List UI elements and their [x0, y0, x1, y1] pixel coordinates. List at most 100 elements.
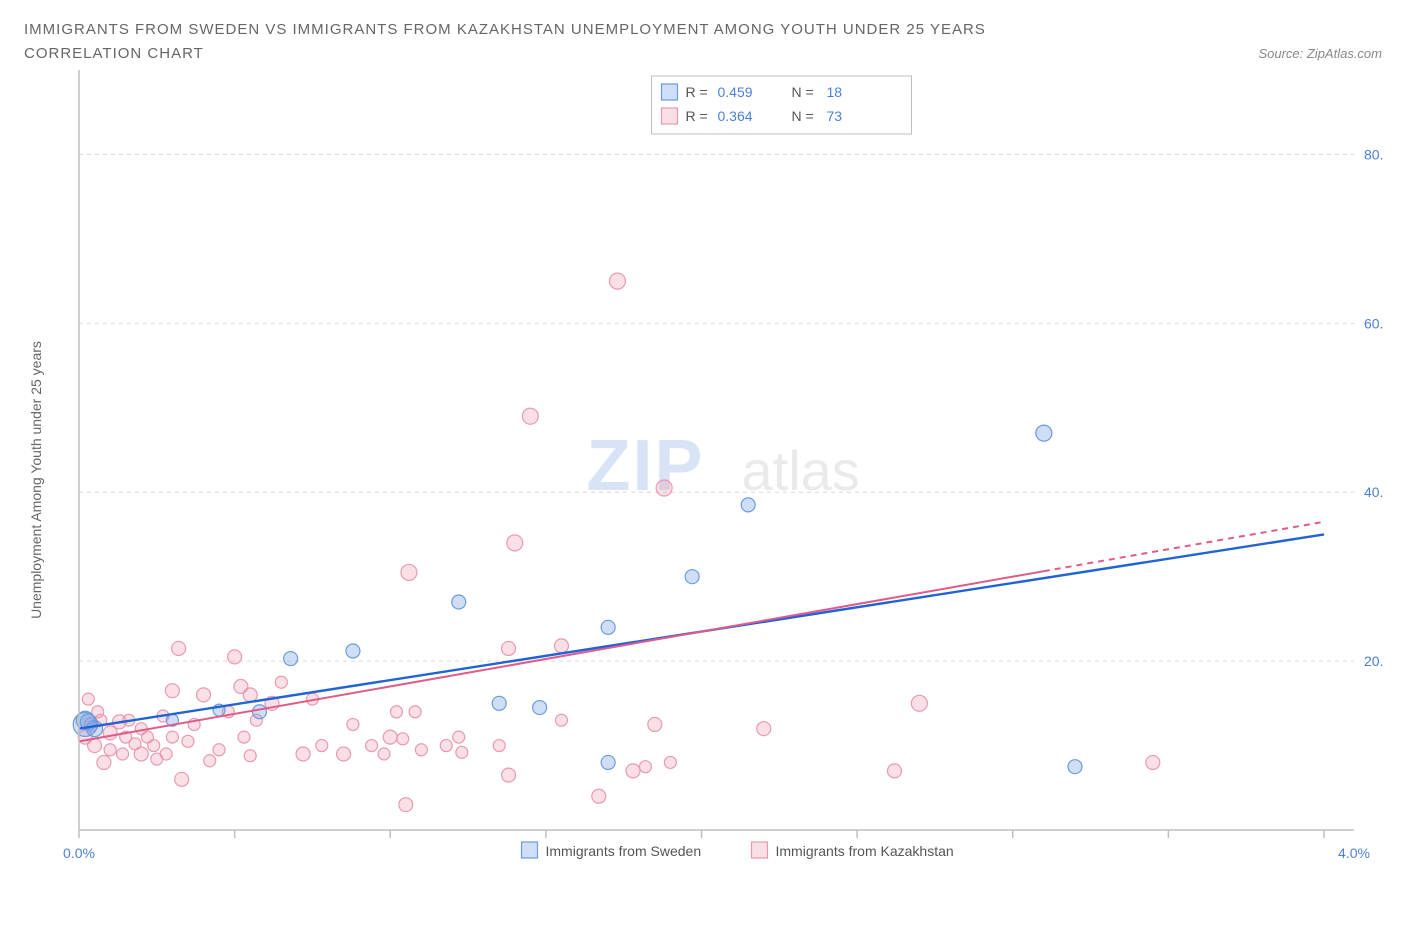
data-point-sweden: [284, 652, 298, 666]
data-point-kazakhstan: [453, 731, 465, 743]
data-point-kazakhstan: [228, 650, 242, 664]
title-line-2: CORRELATION CHART: [24, 42, 204, 66]
watermark-zip: ZIP: [587, 426, 705, 506]
x-tick-label: 0.0%: [63, 845, 95, 861]
chart-container: Unemployment Among Youth under 25 years …: [24, 70, 1384, 890]
data-point-kazakhstan: [1146, 755, 1160, 769]
data-point-kazakhstan: [97, 755, 111, 769]
data-point-sweden: [601, 620, 615, 634]
data-point-kazakhstan: [554, 639, 568, 653]
y-tick-label: 20.0%: [1364, 653, 1384, 669]
legend-label-kazakhstan: Immigrants from Kazakhstan: [776, 843, 954, 859]
data-point-kazakhstan: [639, 761, 651, 773]
data-point-kazakhstan: [82, 693, 94, 705]
legend-swatch: [662, 84, 678, 100]
data-point-kazakhstan: [401, 564, 417, 580]
data-point-kazakhstan: [244, 750, 256, 762]
data-point-kazakhstan: [456, 746, 468, 758]
legend-r-label: R =: [686, 108, 708, 124]
data-point-kazakhstan: [609, 273, 625, 289]
data-point-sweden: [601, 755, 615, 769]
data-point-sweden: [685, 570, 699, 584]
legend-n-value: 73: [827, 108, 843, 124]
data-point-sweden: [1068, 760, 1082, 774]
data-point-kazakhstan: [347, 718, 359, 730]
legend-label-sweden: Immigrants from Sweden: [546, 843, 702, 859]
watermark-atlas: atlas: [742, 439, 860, 502]
data-point-kazakhstan: [166, 731, 178, 743]
data-point-kazakhstan: [390, 706, 402, 718]
legend-swatch: [662, 108, 678, 124]
data-point-kazakhstan: [175, 772, 189, 786]
legend-n-label: N =: [792, 84, 814, 100]
data-point-sweden: [346, 644, 360, 658]
data-point-kazakhstan: [397, 733, 409, 745]
data-point-kazakhstan: [522, 408, 538, 424]
data-point-kazakhstan: [204, 755, 216, 767]
data-point-sweden: [452, 595, 466, 609]
trendline-kazakhstan-extrapolated: [1044, 522, 1324, 571]
data-point-kazakhstan: [165, 684, 179, 698]
data-point-kazakhstan: [440, 740, 452, 752]
data-point-kazakhstan: [182, 735, 194, 747]
data-point-kazakhstan: [592, 789, 606, 803]
data-point-kazakhstan: [88, 739, 102, 753]
legend-swatch-sweden: [522, 842, 538, 858]
legend-swatch-kazakhstan: [752, 842, 768, 858]
data-point-kazakhstan: [664, 756, 676, 768]
data-point-kazakhstan: [316, 740, 328, 752]
data-point-kazakhstan: [656, 480, 672, 496]
data-point-kazakhstan: [337, 747, 351, 761]
data-point-kazakhstan: [502, 768, 516, 782]
data-point-kazakhstan: [493, 740, 505, 752]
source-name: ZipAtlas.com: [1307, 46, 1382, 61]
data-point-kazakhstan: [626, 764, 640, 778]
data-point-kazakhstan: [238, 731, 250, 743]
data-point-kazakhstan: [887, 764, 901, 778]
legend-n-value: 18: [827, 84, 843, 100]
data-point-kazakhstan: [409, 706, 421, 718]
chart-header: IMMIGRANTS FROM SWEDEN VS IMMIGRANTS FRO…: [24, 18, 1382, 66]
data-point-kazakhstan: [197, 688, 211, 702]
y-tick-label: 60.0%: [1364, 315, 1384, 331]
data-point-sweden: [253, 705, 267, 719]
title-line-1: IMMIGRANTS FROM SWEDEN VS IMMIGRANTS FRO…: [24, 18, 1382, 42]
data-point-kazakhstan: [502, 641, 516, 655]
data-point-kazakhstan: [399, 798, 413, 812]
y-axis-label: Unemployment Among Youth under 25 years: [28, 341, 44, 619]
data-point-kazakhstan: [160, 748, 172, 760]
legend-n-label: N =: [792, 108, 814, 124]
data-point-kazakhstan: [172, 641, 186, 655]
data-point-sweden: [741, 498, 755, 512]
legend-r-value: 0.459: [718, 84, 753, 100]
data-point-kazakhstan: [213, 744, 225, 756]
data-point-kazakhstan: [104, 744, 116, 756]
data-point-kazakhstan: [757, 722, 771, 736]
data-point-sweden: [533, 701, 547, 715]
legend-r-value: 0.364: [718, 108, 753, 124]
correlation-scatter-chart: 20.0% 40.0% 60.0% 80.0% ZIP atlas 0.0% 4.0% R = 0…: [24, 70, 1384, 890]
x-tick-label: 4.0%: [1338, 845, 1370, 861]
data-point-kazakhstan: [555, 714, 567, 726]
legend-r-label: R =: [686, 84, 708, 100]
data-point-sweden: [1036, 425, 1052, 441]
data-point-sweden: [87, 721, 103, 737]
data-point-sweden: [492, 696, 506, 710]
data-point-kazakhstan: [507, 535, 523, 551]
data-point-kazakhstan: [134, 747, 148, 761]
source-prefix: Source:: [1258, 46, 1306, 61]
data-point-kazakhstan: [117, 748, 129, 760]
y-tick-label: 40.0%: [1364, 484, 1384, 500]
data-point-kazakhstan: [648, 717, 662, 731]
data-point-kazakhstan: [383, 730, 397, 744]
data-point-kazakhstan: [148, 740, 160, 752]
data-point-kazakhstan: [296, 747, 310, 761]
y-tick-label: 80.0%: [1364, 146, 1384, 162]
data-point-kazakhstan: [378, 748, 390, 760]
data-point-kazakhstan: [366, 740, 378, 752]
data-point-kazakhstan: [911, 695, 927, 711]
data-point-kazakhstan: [275, 676, 287, 688]
data-point-kazakhstan: [415, 744, 427, 756]
source-attribution: Source: ZipAtlas.com: [1258, 46, 1382, 61]
data-point-kazakhstan: [243, 688, 257, 702]
